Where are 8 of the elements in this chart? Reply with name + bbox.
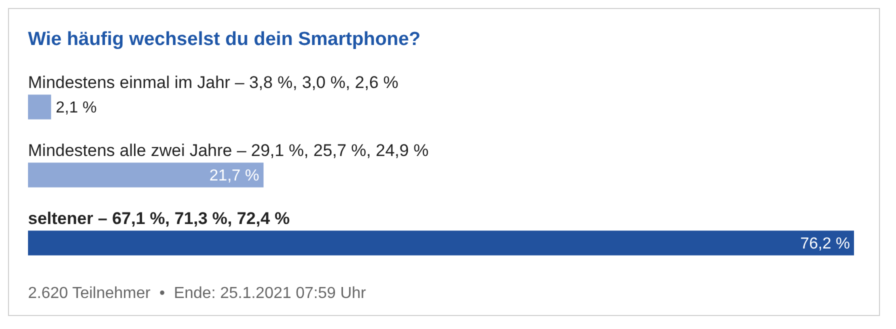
chart-title: Wie häufig wechselst du dein Smartphone? [28,29,422,52]
data-label: 2,1 % [56,99,97,116]
data-label: 76,2 % [800,235,850,252]
y-tick-label: seltener – 67,1 %, 71,3 %, 72,4 % [28,209,290,228]
text: 2.620 Teilnehmer • Ende: 25.1.2021 07:59 Uhr [28,285,367,303]
data-label: 21,7 % [209,167,260,184]
y-tick-label: Mindestens einmal im Jahr – 3,8 %, 3,0 %, 2,6 % [28,73,398,92]
y-tick-label: Mindestens alle zwei Jahre – 29,1 %, 25,7 %, 24,9 % [28,141,429,160]
